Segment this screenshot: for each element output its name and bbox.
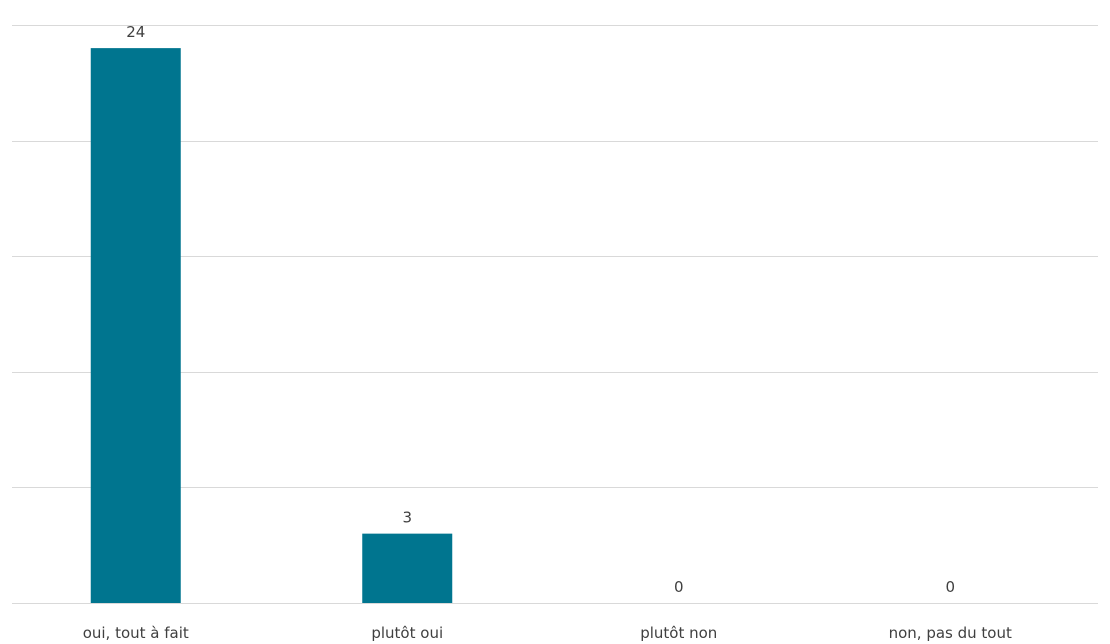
category-label-4: non, pas du tout — [889, 624, 1012, 642]
bar-2 — [362, 533, 453, 603]
data-labels: 24 3 0 0 — [126, 23, 955, 596]
data-label-4: 0 — [945, 578, 955, 596]
bars — [90, 48, 453, 604]
category-labels: oui, tout à fait plutôt oui plutôt non non,… — [83, 624, 1012, 642]
bar-1 — [90, 48, 181, 604]
data-label-3: 0 — [674, 578, 684, 596]
category-label-2: plutôt oui — [371, 624, 443, 642]
gridlines — [12, 25, 1098, 604]
data-label-2: 3 — [402, 509, 412, 527]
category-label-3: plutôt non — [640, 624, 717, 642]
data-label-1: 24 — [126, 23, 145, 41]
category-label-1: oui, tout à fait — [83, 624, 189, 642]
